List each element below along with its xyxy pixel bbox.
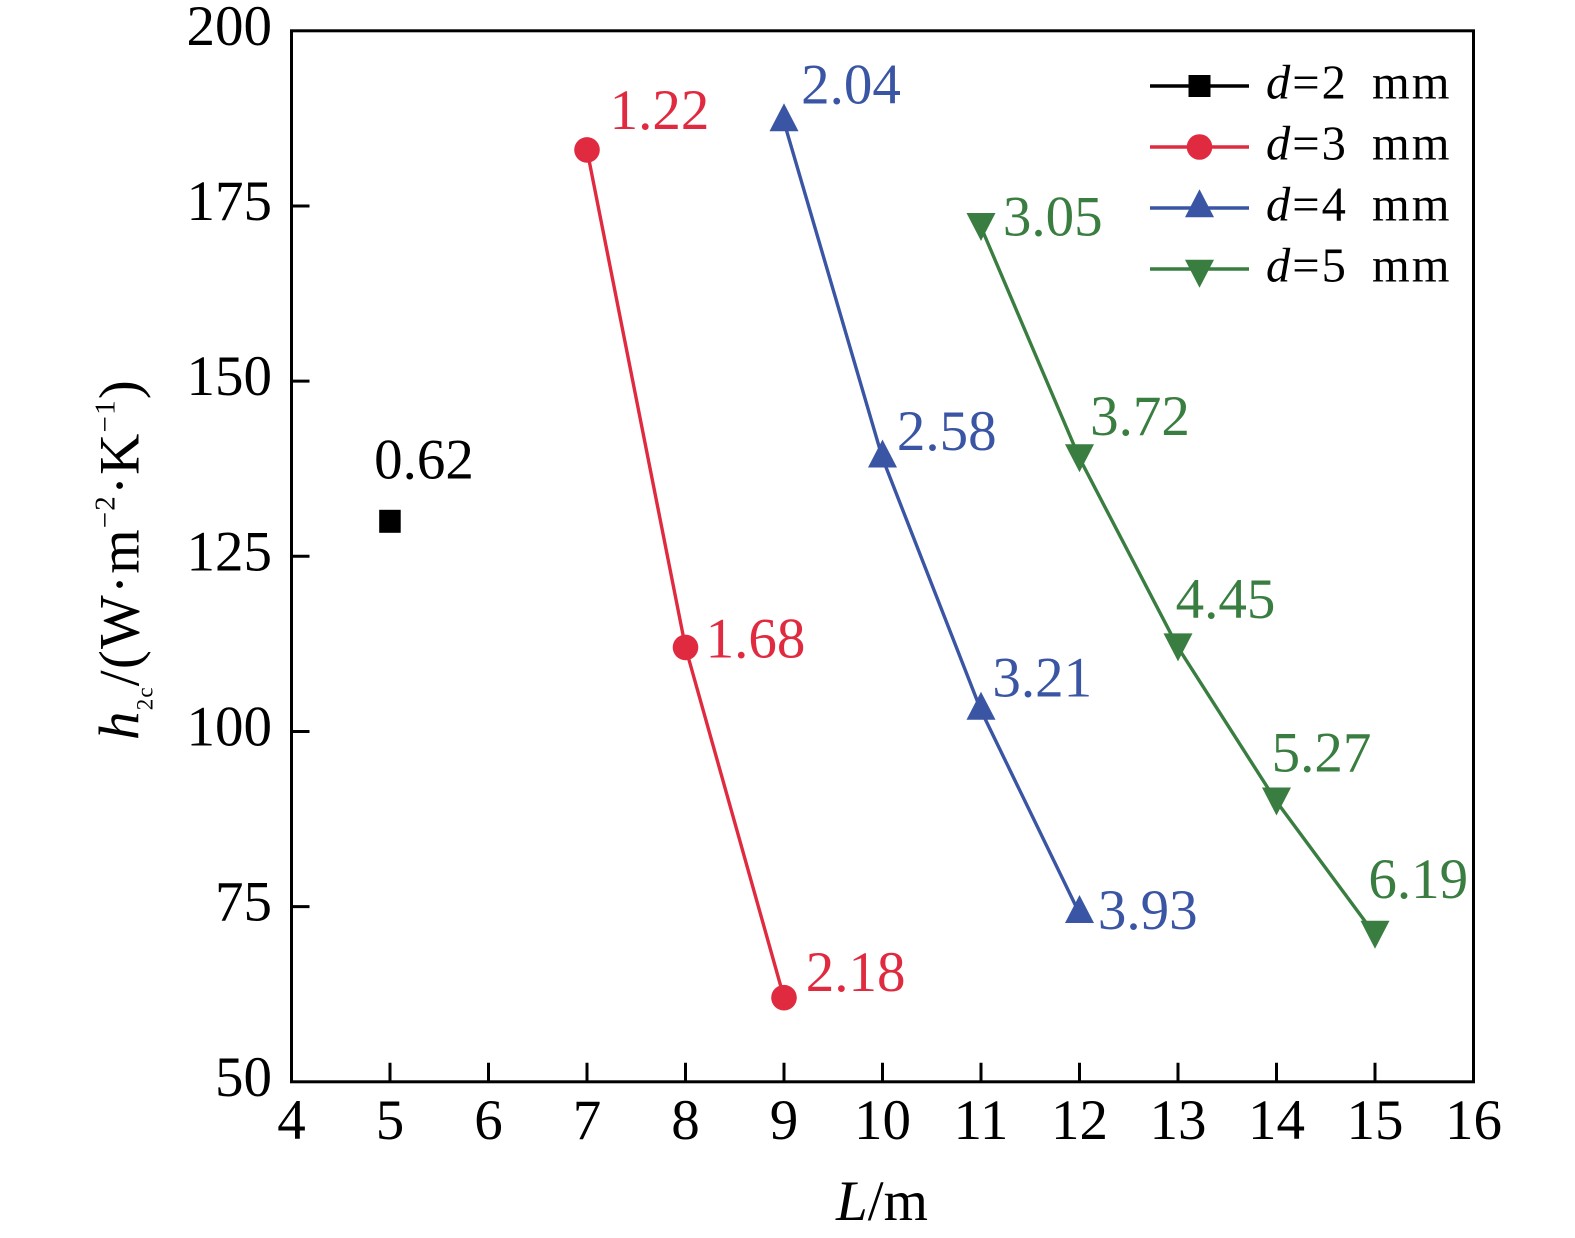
- svg-text:d=2 mm: d=2 mm: [1266, 57, 1451, 110]
- svg-text:16: 16: [1445, 1089, 1502, 1152]
- svg-text:5: 5: [376, 1089, 405, 1152]
- svg-text:150: 150: [187, 345, 273, 408]
- svg-text:d=4 mm: d=4 mm: [1266, 179, 1451, 232]
- svg-text:12: 12: [1051, 1089, 1108, 1152]
- svg-text:13: 13: [1150, 1089, 1207, 1152]
- svg-text:100: 100: [187, 696, 273, 759]
- svg-text:15: 15: [1347, 1089, 1404, 1152]
- svg-text:2.04: 2.04: [801, 53, 901, 116]
- svg-text:d=5 mm: d=5 mm: [1266, 240, 1451, 293]
- svg-text:7: 7: [573, 1089, 602, 1152]
- svg-text:4.45: 4.45: [1176, 568, 1276, 631]
- svg-text:75: 75: [215, 871, 272, 934]
- svg-text:3.05: 3.05: [1003, 186, 1103, 249]
- svg-text:11: 11: [954, 1089, 1009, 1152]
- svg-text:3.72: 3.72: [1090, 385, 1190, 448]
- svg-text:8: 8: [671, 1089, 700, 1152]
- svg-text:200: 200: [187, 0, 273, 58]
- svg-text:3.21: 3.21: [992, 647, 1092, 710]
- svg-text:4: 4: [277, 1089, 306, 1152]
- svg-text:0.62: 0.62: [374, 428, 474, 491]
- svg-text:2.18: 2.18: [806, 941, 906, 1004]
- svg-text:3.93: 3.93: [1098, 879, 1198, 942]
- svg-text:h2c/(W·m−2·K−1): h2c/(W·m−2·K−1): [89, 379, 158, 740]
- svg-text:50: 50: [215, 1046, 272, 1109]
- svg-text:5.27: 5.27: [1272, 722, 1372, 785]
- svg-text:2.58: 2.58: [897, 400, 997, 463]
- svg-text:6: 6: [474, 1089, 503, 1152]
- svg-text:L/m: L/m: [835, 1170, 928, 1233]
- svg-text:6.19: 6.19: [1368, 848, 1468, 911]
- svg-text:10: 10: [854, 1089, 911, 1152]
- svg-text:14: 14: [1248, 1089, 1305, 1152]
- svg-text:1.22: 1.22: [610, 79, 710, 142]
- svg-text:9: 9: [770, 1089, 799, 1152]
- svg-text:d=3 mm: d=3 mm: [1266, 118, 1451, 171]
- svg-text:1.68: 1.68: [706, 607, 806, 670]
- svg-text:125: 125: [187, 520, 273, 583]
- svg-text:175: 175: [187, 170, 273, 233]
